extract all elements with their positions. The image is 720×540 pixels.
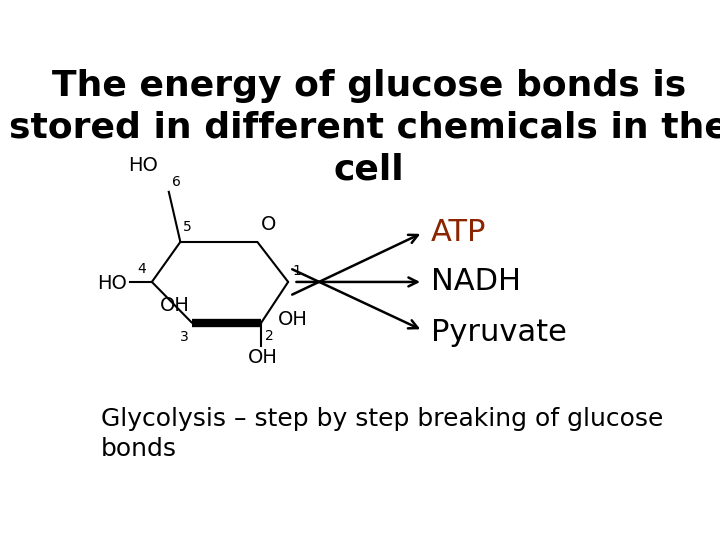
Text: ATP: ATP [431, 218, 486, 247]
Text: 5: 5 [184, 220, 192, 234]
Text: HO: HO [128, 156, 158, 175]
Text: NADH: NADH [431, 267, 521, 296]
Text: 3: 3 [180, 330, 189, 345]
Text: Glycolysis – step by step breaking of glucose
bonds: Glycolysis – step by step breaking of gl… [101, 408, 663, 461]
Text: 6: 6 [172, 175, 181, 189]
Text: 1: 1 [292, 264, 301, 278]
Text: Pyruvate: Pyruvate [431, 318, 567, 347]
Text: 2: 2 [265, 329, 274, 343]
Text: HO: HO [97, 274, 127, 293]
Text: The energy of glucose bonds is
stored in different chemicals in the
cell: The energy of glucose bonds is stored in… [9, 69, 720, 187]
Text: OH: OH [160, 296, 189, 315]
Text: OH: OH [278, 310, 308, 329]
Text: 4: 4 [137, 262, 145, 276]
Text: OH: OH [248, 348, 278, 367]
Text: O: O [261, 215, 276, 234]
